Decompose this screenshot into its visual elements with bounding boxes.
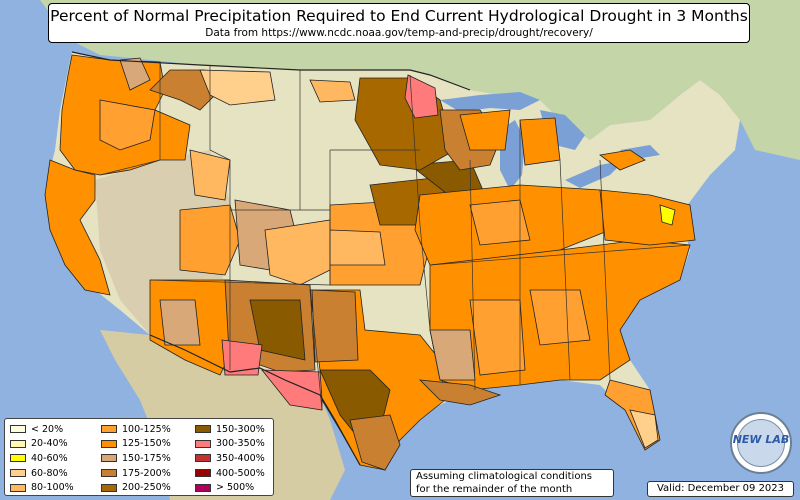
newlab-logo: NEW LAB <box>730 412 792 474</box>
legend-label: < 20% <box>31 423 64 435</box>
minnesota-red-region <box>404 74 439 119</box>
legend-label: 20-40% <box>31 438 68 450</box>
mexico-border <box>149 334 361 466</box>
legend-label: 60-80% <box>31 467 68 479</box>
legend-label: 400-500% <box>216 467 265 479</box>
legend-item: 175-200% <box>101 466 171 481</box>
legend-swatch <box>10 469 26 478</box>
legend-column-1: < 20% 20-40% 40-60% 60-80% 80-100% <box>10 422 74 495</box>
legend-swatch <box>101 439 117 448</box>
legend-item: 150-175% <box>101 451 171 466</box>
legend-item: 40-60% <box>10 451 74 466</box>
legend-label: 150-300% <box>216 423 265 435</box>
new-mexico-red-region <box>221 339 263 376</box>
great-lakes <box>440 92 660 190</box>
legend-label: 150-175% <box>122 452 171 464</box>
legend-swatch <box>10 439 26 448</box>
legend-swatch <box>101 469 117 478</box>
legend-label: 350-400% <box>216 452 265 464</box>
legend-label: > 500% <box>216 482 255 494</box>
legend-item: 20-40% <box>10 437 74 452</box>
drought-regions <box>44 54 696 471</box>
legend-item: 400-500% <box>195 466 265 481</box>
assumption-note: Assuming climatological conditions for t… <box>410 469 614 497</box>
legend-item: 80-100% <box>10 480 74 495</box>
legend-item: 60-80% <box>10 466 74 481</box>
mexico-land <box>100 330 345 500</box>
legend-item: 300-350% <box>195 437 265 452</box>
legend-item: 150-300% <box>195 422 265 437</box>
legend-item: 350-400% <box>195 451 265 466</box>
map-subtitle: Data from https://www.ncdc.noaa.gov/temp… <box>205 27 593 39</box>
legend-label: 200-250% <box>122 482 171 494</box>
legend-label: 80-100% <box>31 482 74 494</box>
legend-swatch <box>195 439 211 448</box>
national-border <box>71 51 471 91</box>
legend: < 20% 20-40% 40-60% 60-80% 80-100% 100-1… <box>4 418 274 496</box>
legend-swatch <box>101 483 117 492</box>
legend-swatch <box>195 425 211 434</box>
legend-swatch <box>101 425 117 434</box>
state-boundaries <box>99 62 691 411</box>
legend-label: 175-200% <box>122 467 171 479</box>
map-title: Percent of Normal Precipitation Required… <box>50 7 748 25</box>
legend-item: 100-125% <box>101 422 171 437</box>
legend-item: 125-150% <box>101 437 171 452</box>
note-line-1: Assuming climatological conditions <box>416 471 592 482</box>
legend-swatch <box>10 483 26 492</box>
legend-swatch <box>10 454 26 463</box>
legend-swatch <box>195 483 211 492</box>
legend-swatch <box>101 454 117 463</box>
legend-swatch <box>10 425 26 434</box>
note-line-2: for the remainder of the month <box>416 483 573 495</box>
legend-column-3: 150-300% 300-350% 350-400% 400-500% > 50… <box>195 422 265 495</box>
california-region <box>44 159 111 296</box>
legend-label: 100-125% <box>122 423 171 435</box>
legend-swatch <box>195 469 211 478</box>
legend-label: 125-150% <box>122 438 171 450</box>
legend-item: 200-250% <box>101 480 171 495</box>
legend-column-2: 100-125% 125-150% 150-175% 175-200% 200-… <box>101 422 171 495</box>
legend-item: < 20% <box>10 422 74 437</box>
legend-swatch <box>195 454 211 463</box>
legend-item: > 500% <box>195 480 265 495</box>
legend-label: 40-60% <box>31 452 68 464</box>
legend-label: 300-350% <box>216 438 265 450</box>
globe-icon <box>737 419 785 467</box>
logo-text: NEW LAB <box>732 433 790 446</box>
title-box: Percent of Normal Precipitation Required… <box>48 3 750 43</box>
valid-date: Valid: December 09 2023 <box>647 481 794 497</box>
